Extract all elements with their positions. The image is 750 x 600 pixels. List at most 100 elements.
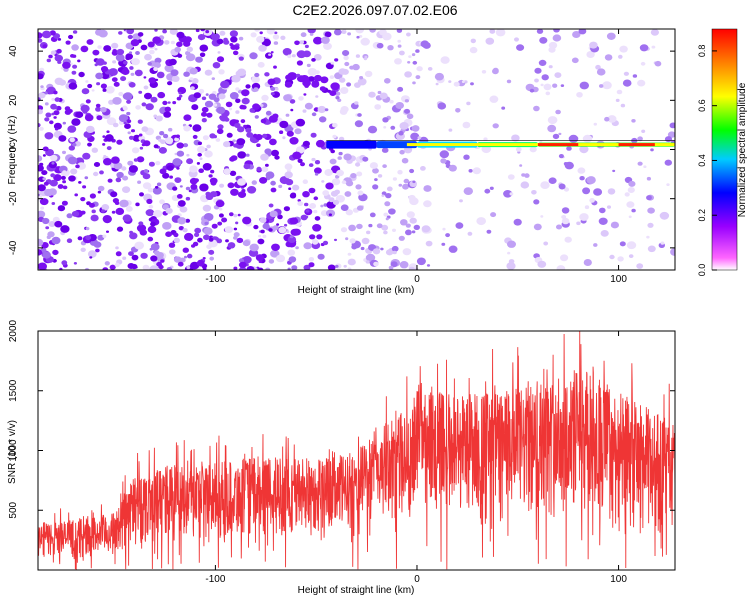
spectrogram-cell — [334, 91, 341, 96]
spectrogram-cell — [340, 227, 348, 233]
spectrogram-cell — [586, 51, 595, 58]
spectrogram-cell — [364, 55, 368, 59]
spectrogram-cell — [223, 37, 228, 42]
spectrogram-cell — [169, 175, 174, 179]
spectrogram-cell — [150, 243, 160, 251]
spectrogram-cell — [272, 113, 279, 119]
spectrogram-cell — [534, 67, 542, 74]
spectrogram-cell — [89, 256, 93, 259]
spectrogram-cell — [197, 34, 206, 41]
spectrogram-cell — [287, 236, 297, 243]
spectrogram-cell — [229, 212, 234, 217]
spectrogram-cell — [302, 109, 307, 113]
spectrogram-cell — [626, 241, 637, 250]
spectrogram-cell — [190, 86, 195, 90]
spectrogram-cell — [61, 260, 68, 266]
spectrogram-cell — [104, 261, 110, 266]
spectrogram-cell — [607, 188, 616, 195]
spectrogram-cell — [39, 126, 44, 131]
spectrogram-cell — [257, 267, 264, 270]
spectrogram-cell — [176, 31, 185, 39]
spectrogram-cell — [251, 75, 260, 84]
spectrogram-cell — [287, 249, 296, 256]
spectrogram-cell — [150, 221, 156, 227]
spectrogram-cell — [38, 210, 46, 218]
spectrogram-cell — [533, 105, 540, 112]
colorbar-tick-label: 0.2 — [697, 209, 707, 222]
spectrogram-cell — [243, 90, 247, 94]
spectrogram-cell — [206, 112, 213, 118]
spectrogram-cell — [260, 153, 269, 161]
spectrogram-cell — [322, 240, 329, 246]
spectrogram-cell — [38, 184, 46, 192]
spectrogram-cell — [212, 103, 218, 107]
spectrogram-cell — [303, 93, 307, 96]
spectrogram-cell — [268, 53, 272, 56]
spectrogram-cell — [308, 262, 315, 268]
spectrogram-cell — [86, 39, 94, 45]
spectrogram-cell — [275, 87, 279, 91]
spectrogram-cell — [586, 176, 596, 185]
spectrogram-cell — [382, 32, 392, 41]
spectrogram-cell — [195, 29, 200, 33]
spectrogram-cell — [102, 135, 106, 138]
spectrogram-cell — [115, 251, 122, 257]
spectrogram-cell — [192, 134, 198, 139]
spectrogram-cell — [256, 143, 261, 147]
spectrogram-cell — [131, 254, 139, 261]
spectrogram-cell — [582, 187, 591, 195]
spectrogram-cell — [384, 78, 391, 84]
spectrogram-cell — [286, 130, 294, 137]
spectrogram-cell — [210, 169, 215, 174]
spectrogram-cell — [260, 229, 265, 234]
spectrogram-cell — [176, 96, 182, 101]
spectrogram-cell — [44, 117, 50, 122]
spectrogram-cell — [154, 48, 158, 51]
spectrogram-cell — [224, 226, 233, 234]
spectrogram-cell — [38, 105, 44, 111]
spectrogram-cell — [327, 264, 336, 270]
spectrogram-cell — [317, 105, 327, 114]
spectrogram-cell — [202, 135, 209, 141]
spectrogram-cell — [265, 267, 271, 270]
spectrogram-cell — [398, 130, 404, 136]
spectrogram-cell — [60, 225, 70, 233]
spectrogram-cell — [650, 29, 660, 36]
spectrogram-cell — [619, 45, 628, 53]
spectrogram-cell — [548, 65, 553, 69]
spectrogram-cell — [607, 205, 611, 209]
spectrogram-cell — [270, 86, 276, 91]
spectrogram-cell — [84, 267, 90, 270]
spectrogram-cell — [641, 129, 646, 133]
spectrogram-cell — [267, 78, 276, 86]
spectrogram-cell — [101, 204, 110, 211]
spectrogram-cell — [127, 131, 131, 135]
spectrogram-cell — [390, 125, 396, 130]
spectrogram-cell — [386, 186, 393, 192]
spectrogram-cell — [383, 126, 387, 129]
spectrogram-cell — [552, 133, 560, 140]
spectrogram-cell — [579, 213, 589, 221]
spectrogram-cell — [331, 178, 341, 186]
spectrogram-cell — [395, 102, 405, 109]
spectrogram-cell — [297, 199, 301, 202]
spectrogram-cell — [242, 216, 252, 225]
spectrogram-x-label: Height of straight line (km) — [298, 285, 415, 296]
spectrogram-cell — [201, 111, 207, 117]
spectrogram-cell — [164, 64, 174, 73]
spectrogram-cell — [485, 37, 495, 45]
spectrogram-cell — [568, 134, 579, 143]
spectrogram-cell — [155, 161, 161, 166]
spectrogram-cell — [173, 237, 180, 243]
spectrogram-cell — [199, 183, 209, 192]
spectrogram-cell — [148, 204, 154, 209]
spectrogram-cell — [42, 217, 50, 225]
spectrogram-cell — [234, 119, 239, 124]
spectrogram-cell — [202, 204, 212, 212]
spectrogram-cell — [176, 194, 183, 199]
spectrogram-cell — [285, 74, 292, 81]
spectrogram-cell — [440, 56, 450, 64]
spectrogram-cell — [408, 194, 416, 201]
spectrogram-cell — [88, 234, 97, 242]
spectrogram-cell — [329, 158, 337, 165]
